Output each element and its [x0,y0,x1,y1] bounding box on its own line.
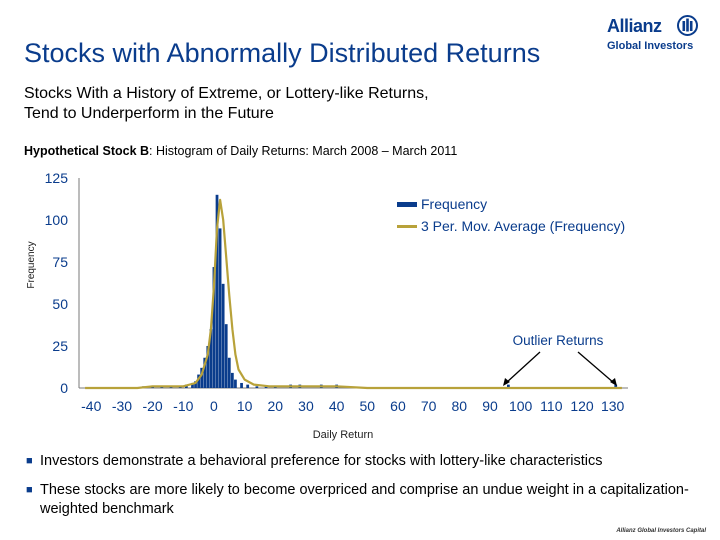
x-tick-label: 100 [509,398,533,414]
y-axis-title: Frequency [26,241,37,288]
x-tick-label: 0 [210,398,218,414]
chart-caption: Hypothetical Stock B: Histogram of Daily… [24,144,457,158]
histogram-bar [264,386,268,388]
chart-caption-text: : Histogram of Daily Returns: March 2008… [149,144,458,158]
x-tick-label: 130 [601,398,625,414]
histogram-bar [191,382,194,388]
histogram-bar [255,386,259,388]
histogram-bar [212,267,216,388]
frequency-bars [142,194,618,388]
y-tick-label: 100 [45,212,69,228]
histogram-bar [234,379,237,388]
y-tick-labels: 0 25 50 75 100 125 [45,170,69,396]
subtitle-line: Tend to Underperform in the Future [24,105,274,122]
bullet-item: ■ Investors demonstrate a behavioral pref… [26,452,706,471]
x-tick-label: 70 [421,398,437,414]
x-tick-label: -30 [112,398,132,414]
x-tick-label: -10 [173,398,193,414]
chart-caption-stock: Hypothetical Stock B [24,144,150,158]
histogram-bar [246,384,250,388]
x-tick-label: 10 [237,398,253,414]
subtitle-line: Stocks With a History of Extreme, or Lot… [24,85,429,102]
legend-frequency-swatch [397,202,417,207]
legend-frequency-label: Frequency [421,196,487,212]
x-tick-label: 30 [298,398,314,414]
slide-subtitle: Stocks With a History of Extreme, or Lot… [24,84,429,124]
outlier-arrow-right [577,351,615,384]
y-tick-label: 125 [45,170,69,186]
x-tick-label: 80 [452,398,468,414]
bullet-text: Investors demonstrate a behavioral prefe… [40,453,603,469]
y-tick-label: 75 [52,254,68,270]
x-tick-label: 50 [360,398,376,414]
bullet-list: ■ Investors demonstrate a behavioral pref… [26,452,706,529]
x-tick-label: 40 [329,398,345,414]
histogram-bar [240,382,243,388]
outlier-arrowhead-right [610,378,617,386]
logo-subtitle: Global Investors [607,40,694,52]
legend-moving-average-label: 3 Per. Mov. Average (Frequency) [421,218,625,234]
x-tick-label: 120 [570,398,594,414]
x-axis-title: Daily Return [313,429,374,441]
moving-average-line [85,198,622,390]
histogram-bar [507,384,510,388]
x-tick-label: -40 [81,398,101,414]
chart-legend: Frequency 3 Per. Mov. Average (Frequency… [397,196,625,234]
y-tick-label: 0 [60,380,68,396]
histogram-bar [215,194,219,388]
histogram-bar [227,357,231,388]
outlier-arrowhead-left [503,378,510,386]
histogram-bar [197,374,200,388]
chart-axes [78,178,628,389]
x-tick-label: 20 [268,398,284,414]
histogram-bar [230,372,234,388]
histogram-bar [194,381,197,388]
y-tick-label: 25 [52,338,68,354]
outlier-arrow-left [505,351,541,384]
bullet-marker-icon: ■ [26,455,33,467]
histogram-bar [206,346,210,388]
x-tick-labels: -40 -30 -20 -10 0 10 20 30 40 50 60 70 80 90 100 110 120… [81,398,624,414]
histogram-bar [224,324,228,388]
histogram-bar [200,367,204,388]
histogram-bar [209,329,213,388]
y-tick-label: 50 [52,296,68,312]
histogram-bar [218,228,222,388]
x-tick-label: 90 [482,398,498,414]
bullet-text: These stocks are more likely to become o… [40,482,689,517]
x-tick-label: -20 [142,398,162,414]
outlier-annotation: Outlier Returns [513,333,604,348]
histogram-bar [614,384,618,388]
legend-moving-average-swatch [397,225,417,228]
logo-name: Allianz [607,16,662,36]
x-tick-label: 110 [540,398,563,414]
x-tick-label: 60 [390,398,406,414]
histogram-bar [221,283,225,388]
bullet-marker-icon: ■ [26,484,33,496]
footer-text: Allianz Global Investors Capital [616,528,706,534]
histogram-bar [203,357,207,388]
bullet-item: ■ These stocks are more likely to become … [26,481,706,519]
allianz-eagle-icon [677,15,698,36]
slide-title: Stocks with Abnormally Distributed Retur… [24,38,541,68]
